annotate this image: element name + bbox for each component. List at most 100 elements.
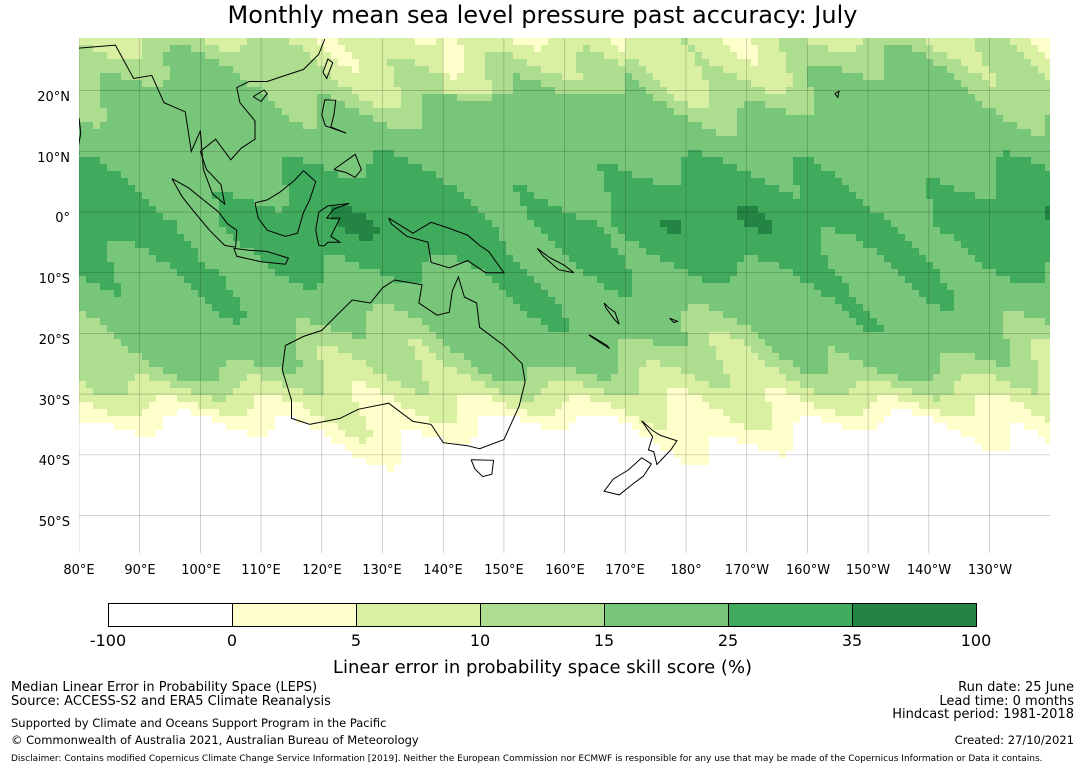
skill-cell: [401, 80, 409, 88]
skill-cell: [947, 122, 955, 130]
skill-cell: [254, 157, 262, 165]
skill-cell: [681, 143, 689, 151]
skill-cell: [107, 150, 115, 158]
skill-cell: [814, 171, 822, 179]
skill-cell: [177, 206, 185, 214]
skill-cell: [646, 122, 654, 130]
skill-cell: [240, 136, 248, 144]
skill-cell: [996, 192, 1004, 200]
skill-cell: [982, 38, 990, 46]
skill-cell: [555, 185, 563, 193]
skill-cell: [639, 164, 647, 172]
skill-cell: [646, 66, 654, 74]
skill-cell: [527, 59, 535, 67]
skill-cell: [233, 262, 241, 270]
skill-cell: [373, 136, 381, 144]
skill-cell: [534, 164, 542, 172]
skill-cell: [436, 122, 444, 130]
skill-cell: [947, 94, 955, 102]
skill-cell: [380, 94, 388, 102]
skill-cell: [702, 52, 710, 60]
skill-cell: [93, 157, 101, 165]
skill-cell: [940, 199, 948, 207]
skill-cell: [667, 143, 675, 151]
skill-cell: [1003, 143, 1011, 151]
skill-cell: [982, 234, 990, 242]
skill-cell: [527, 220, 535, 228]
skill-cell: [492, 157, 500, 165]
skill-cell: [520, 122, 528, 130]
skill-cell: [576, 248, 584, 256]
skill-cell: [562, 171, 570, 179]
skill-cell: [968, 269, 976, 277]
skill-cell: [485, 101, 493, 109]
skill-cell: [114, 248, 122, 256]
skill-cell: [156, 80, 164, 88]
skill-cell: [695, 220, 703, 228]
skill-cell: [114, 59, 122, 67]
skill-cell: [611, 213, 619, 221]
skill-cell: [800, 129, 808, 137]
skill-cell: [254, 206, 262, 214]
skill-cell: [996, 52, 1004, 60]
skill-cell: [926, 276, 934, 284]
skill-cell: [520, 276, 528, 284]
skill-cell: [625, 136, 633, 144]
skill-cell: [569, 241, 577, 249]
skill-cell: [359, 283, 367, 291]
skill-cell: [905, 283, 913, 291]
skill-cell: [800, 73, 808, 81]
skill-cell: [513, 255, 521, 263]
skill-cell: [520, 178, 528, 186]
skill-cell: [884, 262, 892, 270]
skill-cell: [310, 94, 318, 102]
skill-cell: [961, 276, 969, 284]
skill-cell: [93, 199, 101, 207]
skill-cell: [639, 87, 647, 95]
skill-cell: [800, 52, 808, 60]
skill-cell: [443, 73, 451, 81]
skill-cell: [331, 38, 339, 46]
skill-cell: [877, 234, 885, 242]
skill-cell: [604, 101, 612, 109]
skill-cell: [898, 129, 906, 137]
skill-cell: [198, 269, 206, 277]
skill-cell: [968, 199, 976, 207]
skill-cell: [849, 192, 857, 200]
skill-cell: [268, 199, 276, 207]
skill-cell: [506, 199, 514, 207]
skill-cell: [324, 206, 332, 214]
skill-cell: [226, 45, 234, 53]
skill-cell: [541, 192, 549, 200]
skill-cell: [688, 227, 696, 235]
skill-cell: [191, 129, 199, 137]
skill-cell: [688, 108, 696, 116]
skill-cell: [401, 94, 409, 102]
skill-cell: [338, 220, 346, 228]
skill-cell: [191, 136, 199, 144]
skill-cell: [184, 234, 192, 242]
skill-cell: [492, 87, 500, 95]
skill-cell: [576, 87, 584, 95]
skill-cell: [919, 87, 927, 95]
skill-cell: [233, 206, 241, 214]
skill-cell: [548, 241, 556, 249]
skill-cell: [674, 262, 682, 270]
skill-cell: [947, 206, 955, 214]
skill-cell: [331, 199, 339, 207]
skill-cell: [912, 255, 920, 263]
skill-cell: [744, 262, 752, 270]
skill-cell: [457, 59, 465, 67]
skill-cell: [597, 150, 605, 158]
skill-cell: [835, 199, 843, 207]
skill-cell: [534, 73, 542, 81]
skill-cell: [107, 248, 115, 256]
skill-cell: [632, 136, 640, 144]
skill-cell: [296, 59, 304, 67]
skill-cell: [79, 136, 87, 144]
skill-cell: [317, 52, 325, 60]
skill-cell: [793, 213, 801, 221]
skill-cell: [457, 87, 465, 95]
skill-cell: [135, 192, 143, 200]
skill-cell: [940, 269, 948, 277]
